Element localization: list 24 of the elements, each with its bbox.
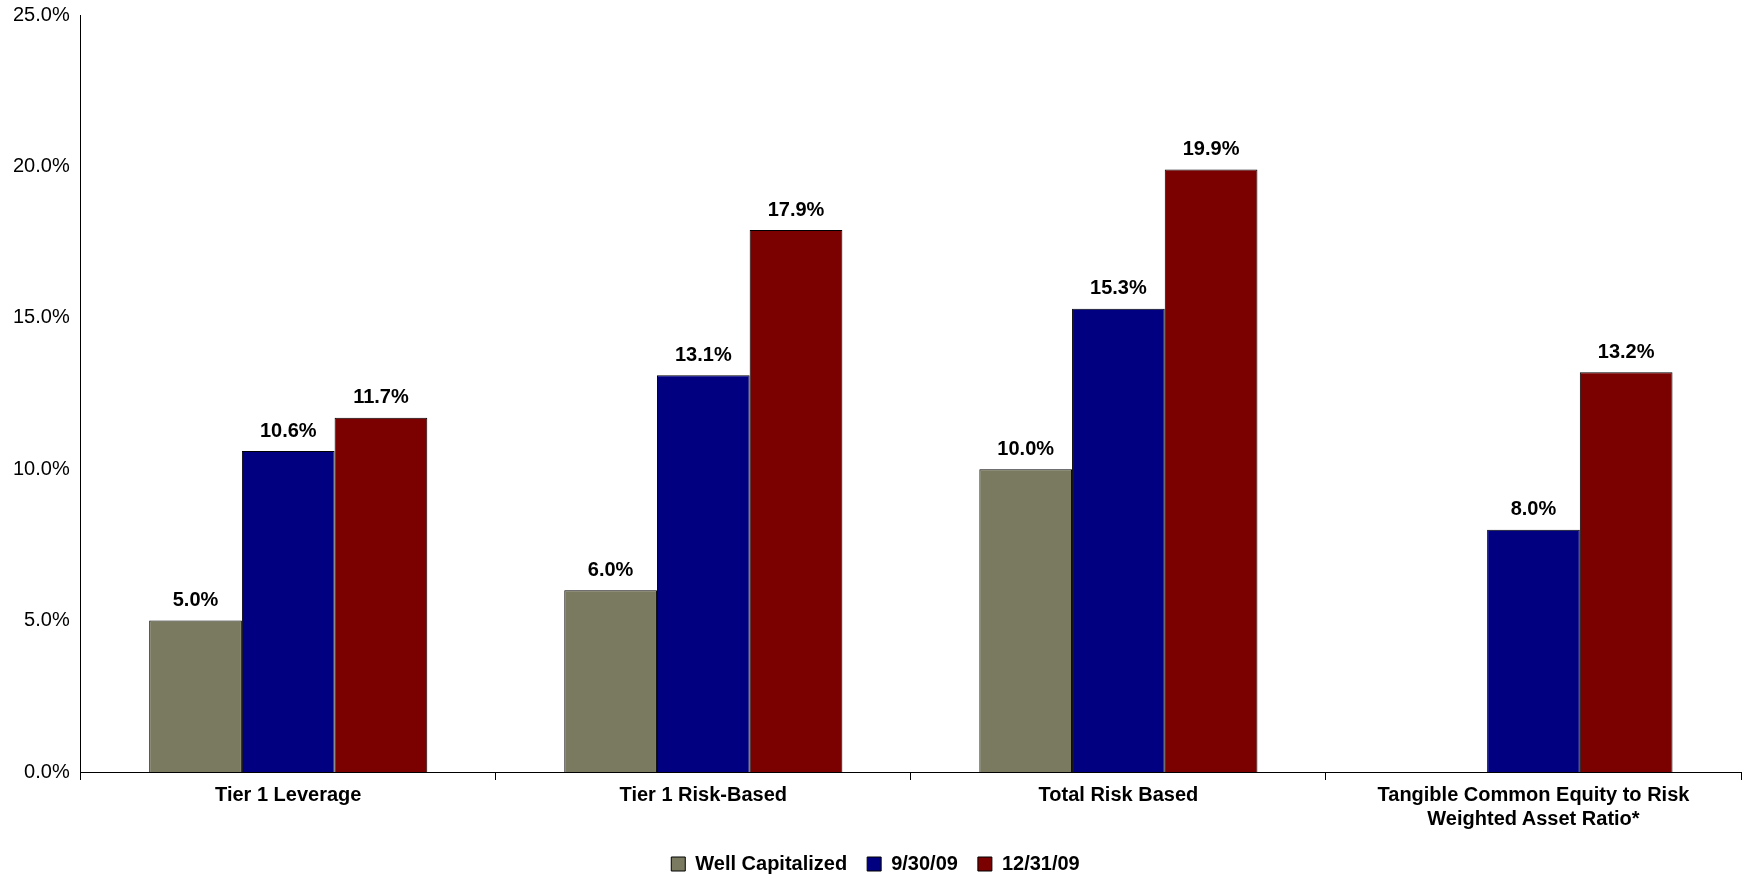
legend-label: Well Capitalized [695,851,848,874]
data-label: 19.9% [1182,136,1240,159]
data-label: 5.0% [172,588,219,611]
data-label: 6.0% [587,557,634,580]
data-label: 13.1% [674,342,732,365]
x-tick-label: Tier 1 Risk-Based [619,782,788,805]
x-tick-label: Total Risk Based [1038,782,1199,805]
y-tick-label: 15.0% [12,305,70,328]
x-tick-label: Tangible Common Equity to Risk Weighted Asset Ratio* [1377,782,1691,829]
data-label: 10.0% [997,436,1055,459]
data-label: 13.2% [1597,339,1655,362]
data-label: 10.6% [259,418,317,441]
y-tick-label: 20.0% [12,153,70,176]
data-label: 8.0% [1510,497,1557,520]
y-tick-label: 10.0% [12,456,70,479]
y-tick-label: 0.0% [24,759,70,782]
legend-label: 12/31/09 [1001,851,1080,874]
x-tick-label: Tier 1 Leverage [215,782,362,805]
data-label: 15.3% [1090,276,1147,299]
legend-label: 9/30/09 [891,851,958,874]
data-label: 17.9% [767,197,825,220]
y-tick-label: 5.0% [24,608,70,631]
y-tick-label: 25.0% [12,2,70,25]
data-label: 11.7% [353,385,409,408]
